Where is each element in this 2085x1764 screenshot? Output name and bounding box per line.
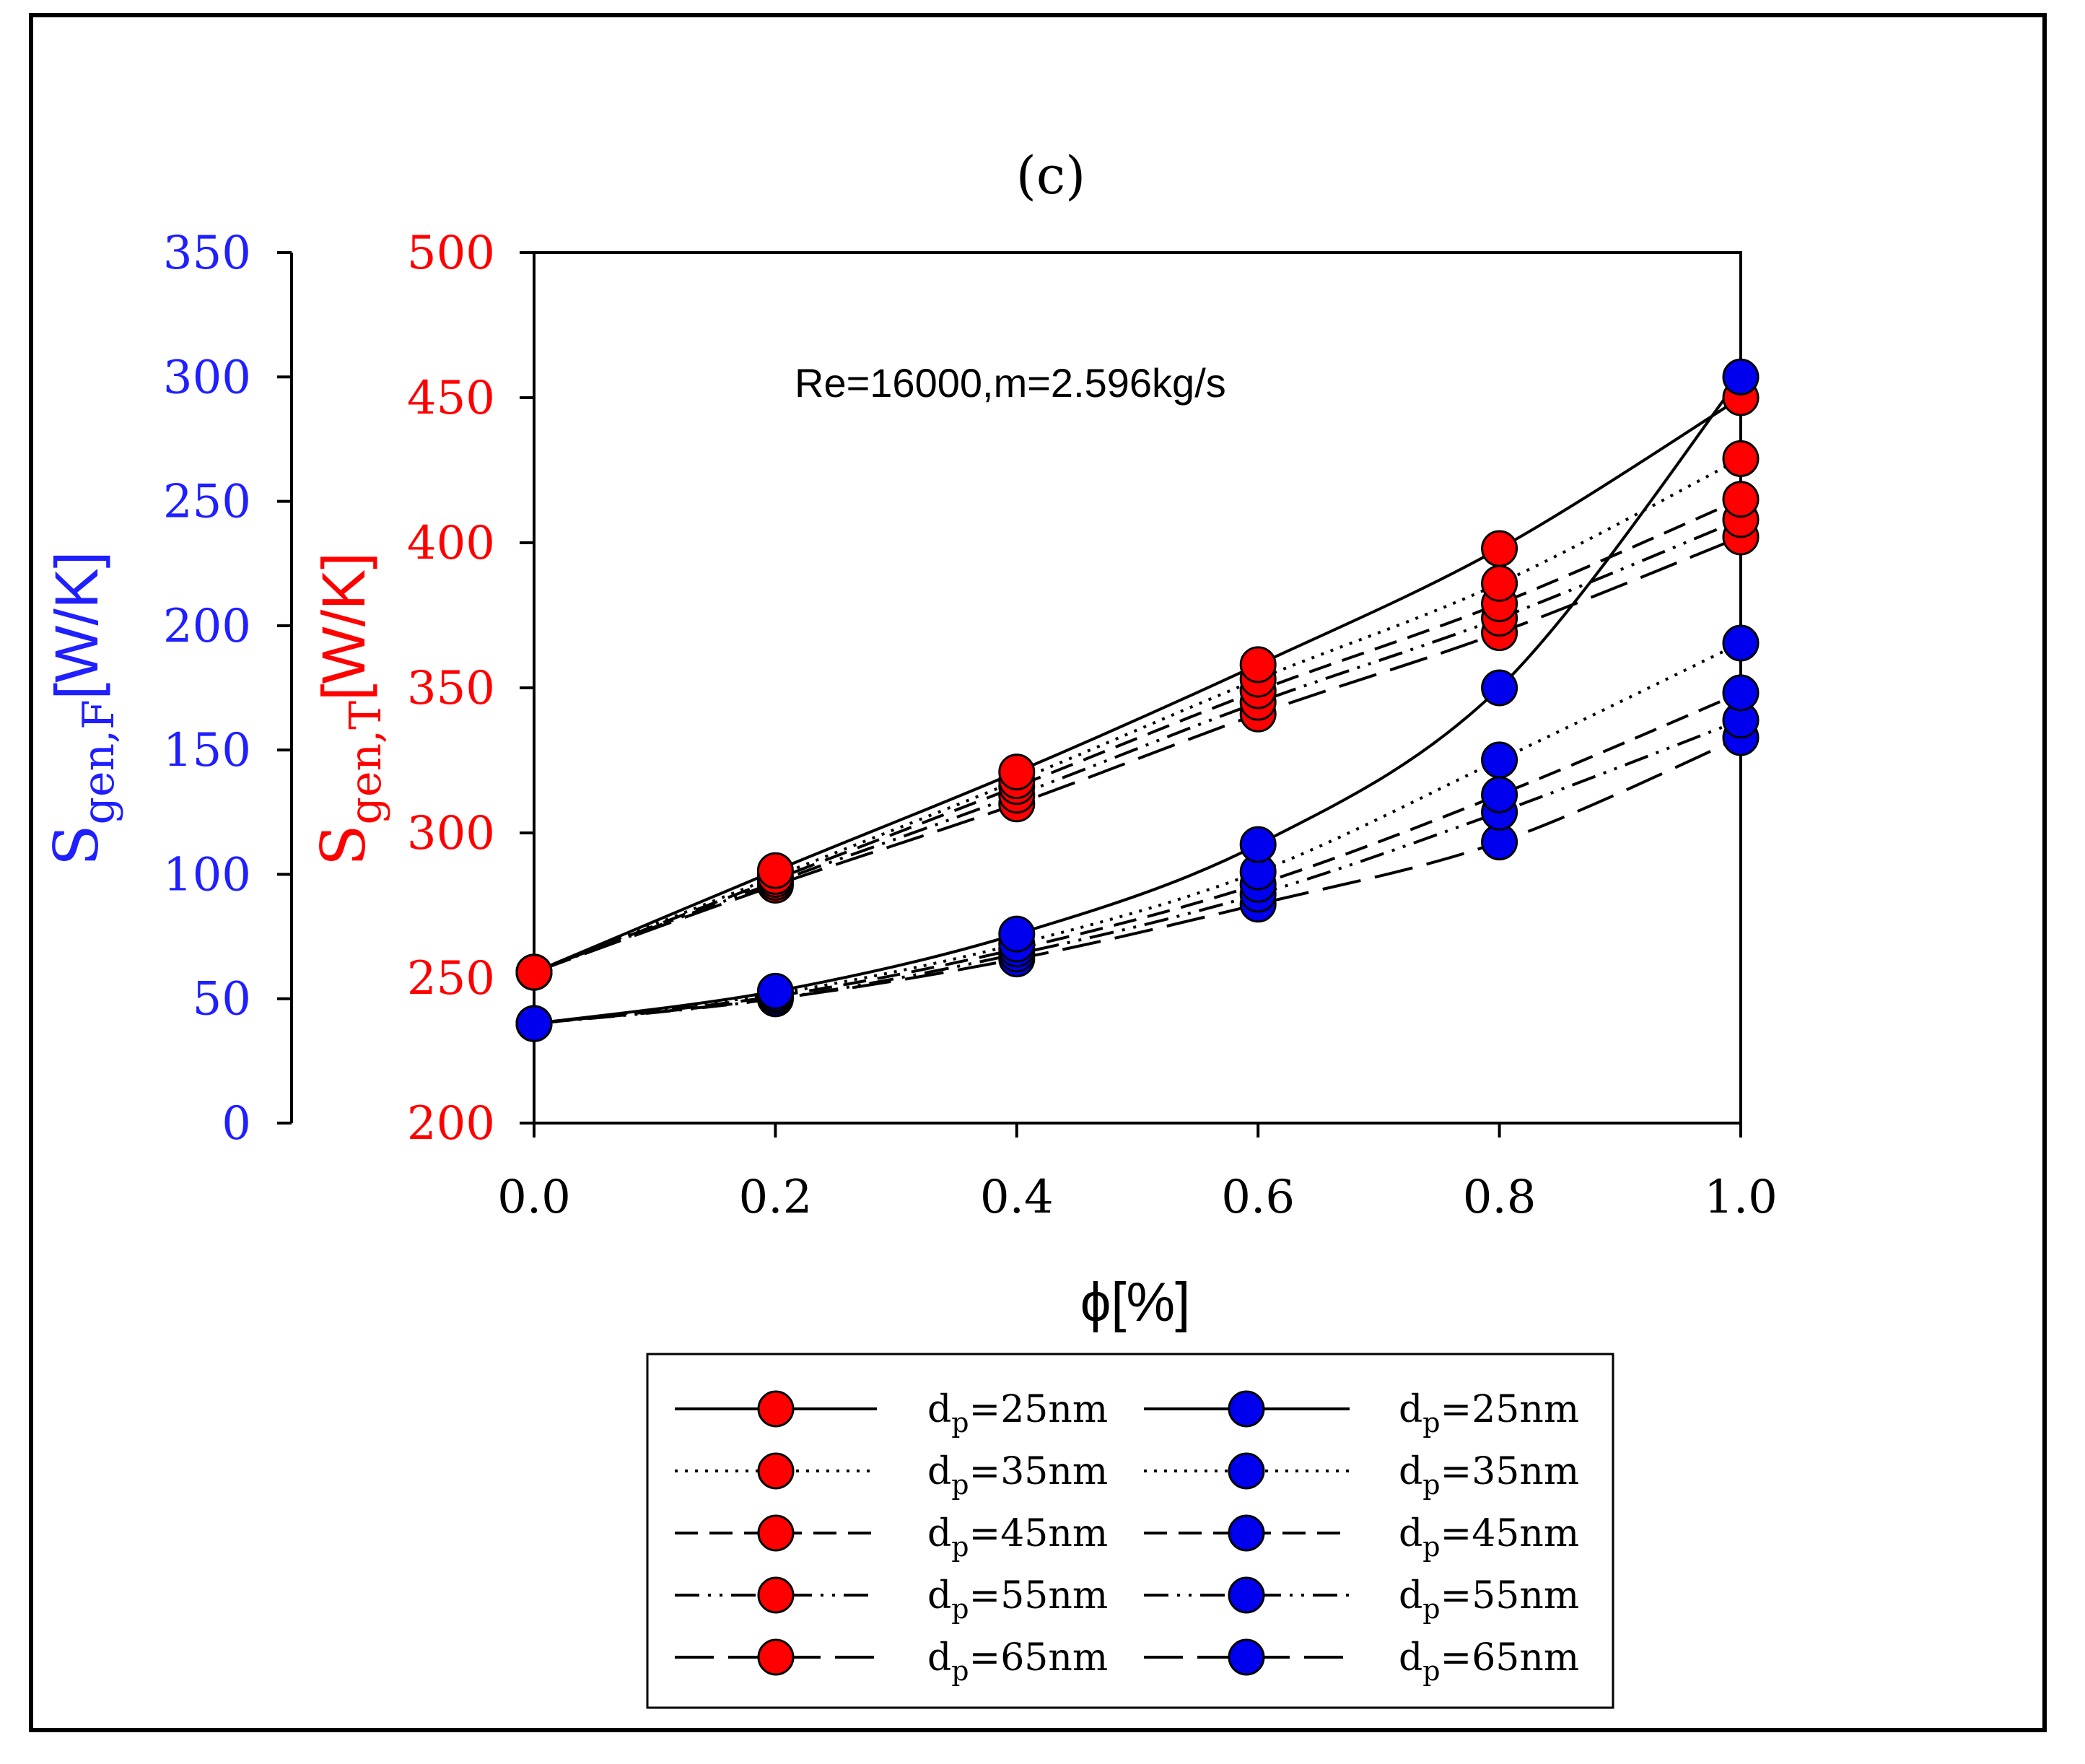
- legend-friction-marker-3: [1228, 1514, 1265, 1552]
- friction-series-line-1: [533, 376, 1742, 1026]
- legend-friction-marker-4: [1228, 1576, 1265, 1614]
- legend-thermal-label-4: dp=55nm: [927, 1574, 1108, 1625]
- x-tick-label: 0.6: [1221, 1171, 1295, 1224]
- legend-thermal-marker-5: [757, 1638, 795, 1676]
- legend-friction-label-1: dp=25nm: [1399, 1388, 1579, 1438]
- friction-series-line-2: [533, 642, 1741, 1026]
- thermal-marker-s1-p4: [1239, 646, 1277, 684]
- friction-series-line-3: [533, 691, 1741, 1026]
- friction-series-line-4: [533, 718, 1741, 1026]
- x-tick-label: 0.4: [980, 1171, 1054, 1224]
- left-tick-label: 50: [193, 973, 251, 1026]
- friction-series-line-5: [533, 736, 1741, 1026]
- friction-marker-s1-p6: [1722, 358, 1760, 396]
- left-tick-label: 350: [163, 227, 251, 280]
- left-tick-label: 200: [163, 600, 251, 653]
- left-axis-ticks: 0 50 100 150 200 250 300 350: [163, 227, 292, 1150]
- annotation-text: Re=16000,m=2.596kg/s: [795, 360, 1226, 406]
- legend-friction-marker-2: [1228, 1452, 1265, 1490]
- right-tick-label: 500: [407, 227, 495, 280]
- left-tick-label: 0: [222, 1097, 251, 1150]
- friction-marker-s3-p5: [1481, 776, 1518, 813]
- thermal-series-line-3: [533, 497, 1741, 974]
- figure-frame: [29, 13, 2047, 1732]
- thermal-series-line-4: [533, 518, 1741, 974]
- left-axis-label: Sgen,F[W/K]: [41, 551, 124, 866]
- friction-marker-s1-p2: [756, 972, 794, 1010]
- legend-thermal-label-5: dp=65nm: [927, 1636, 1108, 1687]
- legend-friction-label-3: dp=45nm: [1399, 1512, 1579, 1563]
- x-tick-label: 0.2: [739, 1171, 813, 1224]
- legend-box: [646, 1353, 1614, 1709]
- legend-friction-label-5: dp=65nm: [1399, 1636, 1579, 1687]
- left-tick-label: 300: [163, 351, 251, 404]
- right-axis-ticks: 200 250 300 350 400 450 500: [407, 227, 534, 1150]
- thermal-marker-s2-p5: [1481, 564, 1518, 602]
- right-axis-label: Sgen,T[W/K]: [308, 552, 391, 866]
- left-tick-label: 100: [163, 848, 251, 901]
- friction-marker-s2-p5: [1481, 741, 1518, 779]
- friction-marker-s3-p6: [1722, 674, 1760, 712]
- series-lines: [533, 376, 1742, 1026]
- left-axis-label-sub: gen,F: [74, 699, 124, 824]
- legend-thermal-marker-1: [757, 1390, 795, 1428]
- thermal-marker-s1-p3: [998, 754, 1036, 791]
- series-markers: [515, 358, 1760, 1042]
- left-axis-label-unit: [W/K]: [43, 551, 110, 699]
- left-axis-label-main: S: [41, 824, 112, 866]
- legend-thermal-label-1: dp=25nm: [927, 1388, 1108, 1438]
- legend-friction-label-4: dp=55nm: [1399, 1574, 1579, 1625]
- thermal-marker-s2-p6: [1722, 440, 1760, 477]
- thermal-marker-s1-p5: [1481, 530, 1518, 567]
- legend-thermal-marker-4: [757, 1576, 795, 1614]
- right-tick-label: 350: [407, 662, 495, 715]
- right-tick-label: 250: [407, 952, 495, 1005]
- legend-thermal-label-3: dp=45nm: [927, 1512, 1108, 1563]
- x-axis-label: ϕ[%]: [1080, 1272, 1190, 1333]
- legend-friction-marker-1: [1228, 1390, 1265, 1428]
- x-tick-label: 0.8: [1463, 1171, 1537, 1224]
- left-tick-label: 150: [163, 724, 251, 777]
- x-axis-ticks: 0.0 0.2 0.4 0.6 0.8 1.0: [497, 1123, 1778, 1224]
- right-tick-label: 300: [407, 807, 495, 860]
- x-tick-label: 1.0: [1704, 1171, 1778, 1224]
- right-tick-label: 200: [407, 1097, 495, 1150]
- legend-thermal-label-2: dp=35nm: [927, 1450, 1108, 1501]
- legend: dp=25nm dp=35nm dp=45nm dp=55nm dp=65nm dp=25…: [675, 1388, 1579, 1687]
- legend-friction-marker-5: [1228, 1638, 1265, 1676]
- thermal-series-line-1: [533, 396, 1742, 974]
- right-axis-label-main: S: [308, 824, 379, 866]
- legend-thermal-marker-2: [757, 1452, 795, 1490]
- right-tick-label: 450: [407, 372, 495, 425]
- thermal-marker-s3-p6: [1722, 481, 1760, 518]
- x-tick-label: 0.0: [497, 1171, 571, 1224]
- friction-marker-s1-p1: [515, 1005, 553, 1042]
- friction-marker-s1-p3: [998, 915, 1036, 953]
- friction-marker-s2-p6: [1722, 624, 1760, 662]
- friction-marker-s1-p4: [1239, 826, 1277, 863]
- thermal-series-line-5: [533, 536, 1741, 974]
- legend-friction-label-2: dp=35nm: [1399, 1450, 1579, 1501]
- thermal-marker-s1-p1: [515, 953, 553, 991]
- legend-thermal-marker-3: [757, 1514, 795, 1552]
- friction-marker-s1-p5: [1481, 669, 1518, 707]
- thermal-marker-s1-p2: [756, 852, 794, 889]
- right-tick-label: 400: [407, 517, 495, 570]
- left-tick-label: 250: [163, 476, 251, 529]
- chart-title: (c): [1016, 145, 1086, 206]
- right-axis-label-unit: [W/K]: [310, 552, 377, 700]
- right-axis-label-sub: gen,T: [341, 701, 391, 825]
